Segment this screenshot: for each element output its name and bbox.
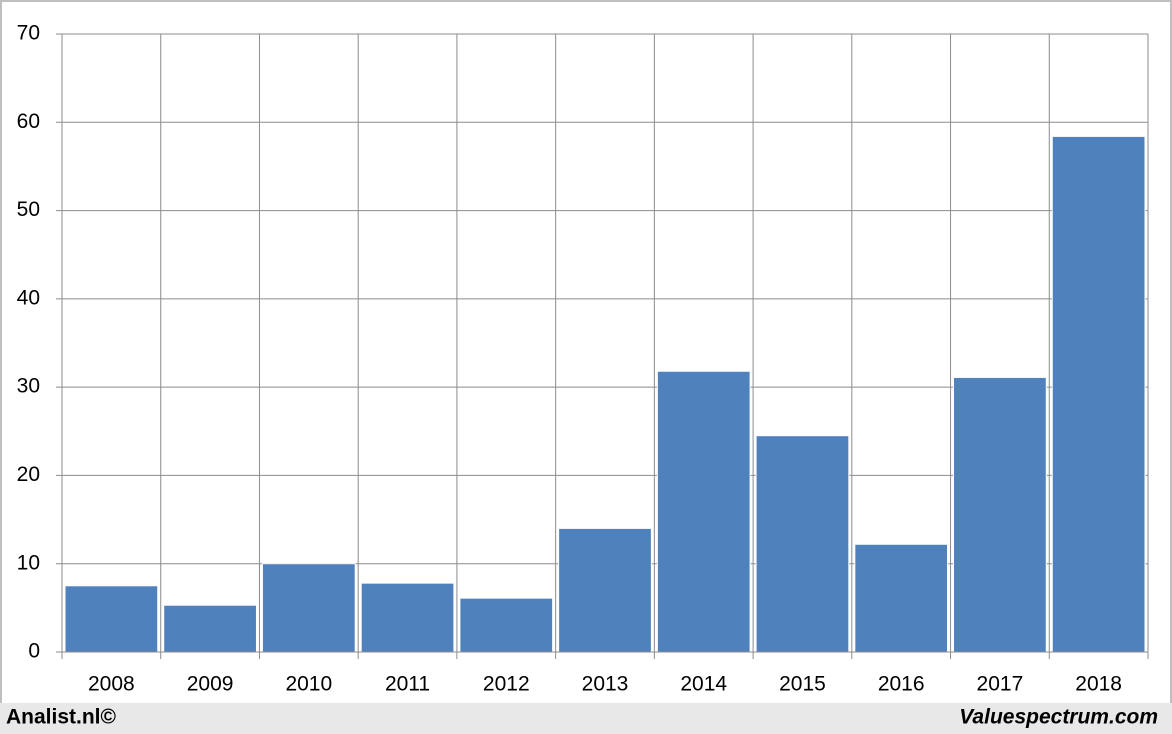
y-tick-label: 50	[17, 198, 40, 221]
x-tick-label: 2009	[187, 673, 234, 696]
bar	[459, 597, 554, 653]
x-tick-label: 2010	[285, 673, 332, 696]
x-tick-label: 2015	[779, 673, 826, 696]
bar	[558, 527, 652, 653]
x-tick-label: 2018	[1075, 673, 1122, 696]
x-tick-label: 2008	[88, 673, 135, 696]
y-tick-label: 40	[17, 286, 40, 309]
y-tick-label: 10	[17, 551, 40, 574]
bar	[755, 435, 850, 653]
bar	[64, 585, 159, 653]
footer-left: Analist.nl©	[6, 706, 117, 729]
x-tick-label: 2016	[878, 673, 925, 696]
y-tick-label: 60	[17, 110, 40, 133]
bar	[854, 543, 949, 653]
footer-band	[0, 703, 1172, 734]
x-tick-label: 2017	[977, 673, 1024, 696]
x-tick-label: 2014	[680, 673, 727, 696]
y-tick-label: 70	[17, 22, 40, 45]
y-tick-label: 20	[17, 463, 40, 486]
x-tick-label: 2011	[385, 673, 430, 696]
bar	[1051, 135, 1146, 653]
bar	[261, 563, 356, 653]
footer-right: Valuespectrum.com	[959, 706, 1158, 729]
x-tick-label: 2012	[483, 673, 530, 696]
bar	[163, 604, 257, 653]
bar	[953, 376, 1047, 653]
y-tick-label: 0	[28, 640, 40, 663]
bar	[656, 370, 751, 653]
y-tick-label: 30	[17, 375, 40, 398]
x-tick-label: 2013	[582, 673, 629, 696]
bar	[360, 582, 455, 653]
